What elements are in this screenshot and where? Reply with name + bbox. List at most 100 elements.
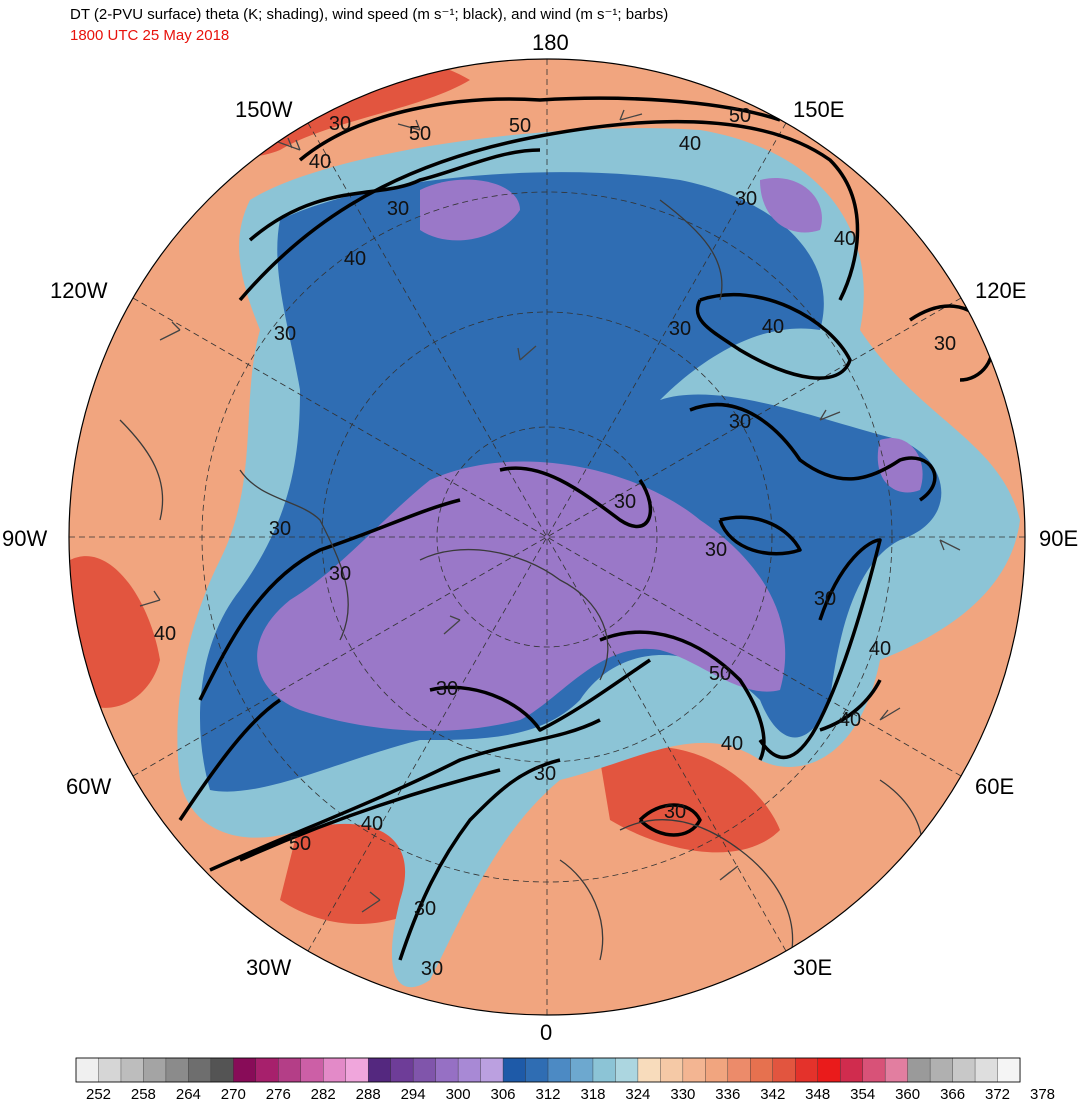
lon-label-120e: 120E: [975, 278, 1026, 303]
colorbar-frame: [75, 1057, 1021, 1083]
colorbar-swatch: [547, 1057, 571, 1083]
contour-label: 40: [834, 228, 856, 250]
colorbar-swatch: [615, 1057, 639, 1083]
graticule: [69, 59, 1025, 1015]
contour-label: 30: [614, 491, 636, 513]
colorbar-swatch: [997, 1057, 1021, 1083]
contour-label: 40: [361, 813, 383, 835]
contour-label: 30: [735, 188, 757, 210]
theta-shading: [69, 59, 1025, 1015]
colorbar-tick-label: 342: [760, 1086, 785, 1103]
contour-label: 30: [669, 318, 691, 340]
colorbar-tick-label: 324: [625, 1086, 650, 1103]
colorbar-swatch: [278, 1057, 302, 1083]
colorbar-tick-label: 300: [446, 1086, 471, 1103]
colorbar-tick-label: 294: [401, 1086, 426, 1103]
colorbar-swatch: [75, 1057, 99, 1083]
colorbar-swatch: [323, 1057, 347, 1083]
wind-speed-contours: [178, 96, 995, 961]
contour-label: 40: [344, 248, 366, 270]
colorbar-tick-label: 288: [356, 1086, 381, 1103]
contour-label: 30: [269, 518, 291, 540]
contour-label: 50: [709, 663, 731, 685]
colorbar-tick-label: 378: [1030, 1086, 1055, 1103]
colorbar-swatch: [929, 1057, 954, 1083]
colorbar-tick-label: 366: [940, 1086, 965, 1103]
colorbar-swatch: [165, 1057, 189, 1083]
colorbar-swatch: [120, 1057, 144, 1083]
theta-region: [760, 178, 822, 233]
lon-label-0: 0: [540, 1020, 552, 1045]
contour-label: 50: [729, 105, 751, 127]
colorbar-swatch: [210, 1057, 234, 1083]
colorbar-tick-label: 270: [221, 1086, 246, 1103]
colorbar-swatch: [974, 1057, 999, 1083]
contour-label: 40: [309, 151, 331, 173]
colorbar-tick-label: 306: [490, 1086, 515, 1103]
colorbar-swatch: [727, 1057, 751, 1083]
theta-region: [70, 556, 160, 708]
colorbar-swatch: [660, 1057, 684, 1083]
colorbar-tick-label: 264: [176, 1086, 201, 1103]
contour-label: 40: [839, 709, 861, 731]
lon-label-90e: 90E: [1039, 526, 1078, 551]
colorbar-swatch: [390, 1057, 414, 1083]
colorbar: 252 258 264 270 276 282 288 294 300 306 312 318 324 3…: [75, 1057, 1055, 1103]
contour-label: 50: [409, 123, 431, 145]
contour-label: 40: [869, 638, 891, 660]
colorbar-swatch: [143, 1057, 167, 1083]
lon-label-30w: 30W: [246, 955, 291, 980]
colorbar-tick-label: 282: [311, 1086, 336, 1103]
theta-region: [877, 438, 923, 493]
contour-label: 30: [329, 563, 351, 585]
contour-label: 30: [729, 411, 751, 433]
colorbar-tick-label: 312: [535, 1086, 560, 1103]
colorbar-tick-label: 276: [266, 1086, 291, 1103]
map-title: DT (2-PVU surface) theta (K; shading), w…: [70, 6, 669, 23]
colorbar-swatch: [705, 1057, 729, 1083]
lon-label-150e: 150E: [793, 97, 844, 122]
contour-label: 30: [534, 763, 556, 785]
contour-label: 40: [679, 133, 701, 155]
colorbar-swatch: [480, 1057, 504, 1083]
wind-barbs: [139, 109, 961, 913]
lon-label-60w: 60W: [66, 774, 111, 799]
contour-label: 30: [436, 678, 458, 700]
contour-label: 30: [705, 539, 727, 561]
contour-label: 30: [329, 113, 351, 135]
colorbar-tick-label: 318: [580, 1086, 605, 1103]
contour-label: 30: [414, 898, 436, 920]
theta-region: [257, 461, 786, 731]
colorbar-tick-label: 348: [805, 1086, 830, 1103]
coastlines: [119, 199, 924, 961]
lon-label-60e: 60E: [975, 774, 1014, 799]
colorbar-swatch: [188, 1057, 212, 1083]
lon-label-120w: 120W: [50, 278, 108, 303]
contour-labels: 30 50 50 50 40 40 30 40 30 40 30 30 40 30 30 30 30 30 40 30…: [154, 105, 956, 980]
colorbar-tick-label: 360: [895, 1086, 920, 1103]
contour-label: 30: [387, 198, 409, 220]
colorbar-swatch: [952, 1057, 976, 1083]
contour-label: 40: [721, 733, 743, 755]
theta-region: [420, 179, 520, 241]
contour-label: 40: [762, 316, 784, 338]
colorbar-swatch: [682, 1057, 706, 1083]
colorbar-tick-label: 354: [850, 1086, 875, 1103]
lon-label-90w: 90W: [2, 526, 47, 551]
colorbar-swatch: [435, 1057, 459, 1083]
colorbar-swatch: [817, 1057, 841, 1083]
colorbar-swatch: [795, 1057, 819, 1083]
colorbar-swatch: [525, 1057, 549, 1083]
contour-label: 30: [421, 958, 443, 980]
colorbar-swatch: [592, 1057, 616, 1083]
colorbar-swatch: [98, 1057, 122, 1083]
colorbar-swatch: [637, 1057, 661, 1083]
colorbar-swatch: [412, 1057, 437, 1083]
contour-label: 30: [934, 333, 956, 355]
contour-label: 30: [814, 588, 836, 610]
colorbar-swatch: [367, 1057, 392, 1083]
contour-label: 30: [664, 801, 686, 823]
colorbar-swatch: [300, 1057, 324, 1083]
lon-label-150w: 150W: [235, 97, 293, 122]
